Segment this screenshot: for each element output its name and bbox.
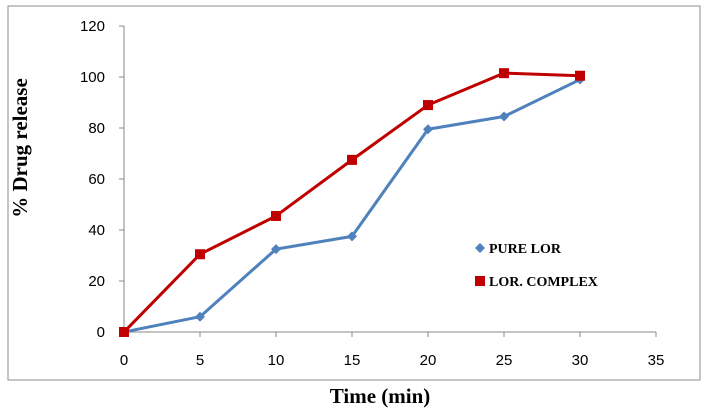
series-1 (119, 68, 585, 337)
y-axis-title: % Drug release (8, 78, 32, 218)
x-tick-label: 5 (196, 352, 204, 369)
x-tick-label: 15 (344, 352, 361, 369)
y-tick-label: 80 (88, 120, 105, 137)
y-tick-label: 40 (88, 222, 105, 239)
x-tick-label: 35 (648, 352, 665, 369)
x-tick-label: 0 (120, 352, 128, 369)
y-tick-label: 60 (88, 171, 105, 188)
data-point (423, 100, 433, 111)
data-point (119, 327, 129, 337)
data-point (195, 311, 205, 322)
legend-marker (475, 276, 485, 286)
x-tick-label: 30 (572, 352, 589, 369)
data-point (423, 124, 433, 135)
chart-border (7, 5, 701, 381)
x-tick-label: 25 (496, 352, 513, 369)
data-point (499, 68, 509, 79)
y-tick-label: 0 (97, 324, 105, 341)
legend: PURE LOR LOR. COMPLEX (475, 242, 598, 290)
y-axis-ticks: 0 20 40 60 80 100 120 (80, 18, 124, 341)
data-point (347, 231, 357, 242)
data-point (575, 70, 585, 81)
y-tick-label: 100 (80, 69, 105, 86)
data-point (271, 210, 281, 221)
legend-label: PURE LOR (489, 242, 562, 257)
legend-label: LOR. COMPLEX (489, 275, 598, 290)
legend-marker (475, 243, 485, 253)
x-axis-ticks: 0 5 10 15 20 25 30 35 (120, 332, 665, 369)
x-tick-label: 20 (420, 352, 437, 369)
data-point (271, 244, 281, 255)
x-axis-title: Time (min) (330, 384, 431, 408)
data-point (347, 154, 357, 165)
data-point (195, 249, 205, 260)
y-tick-label: 20 (88, 273, 105, 290)
x-tick-label: 10 (268, 352, 285, 369)
data-point (499, 111, 509, 122)
y-tick-label: 120 (80, 18, 105, 35)
series-layer (119, 68, 585, 337)
